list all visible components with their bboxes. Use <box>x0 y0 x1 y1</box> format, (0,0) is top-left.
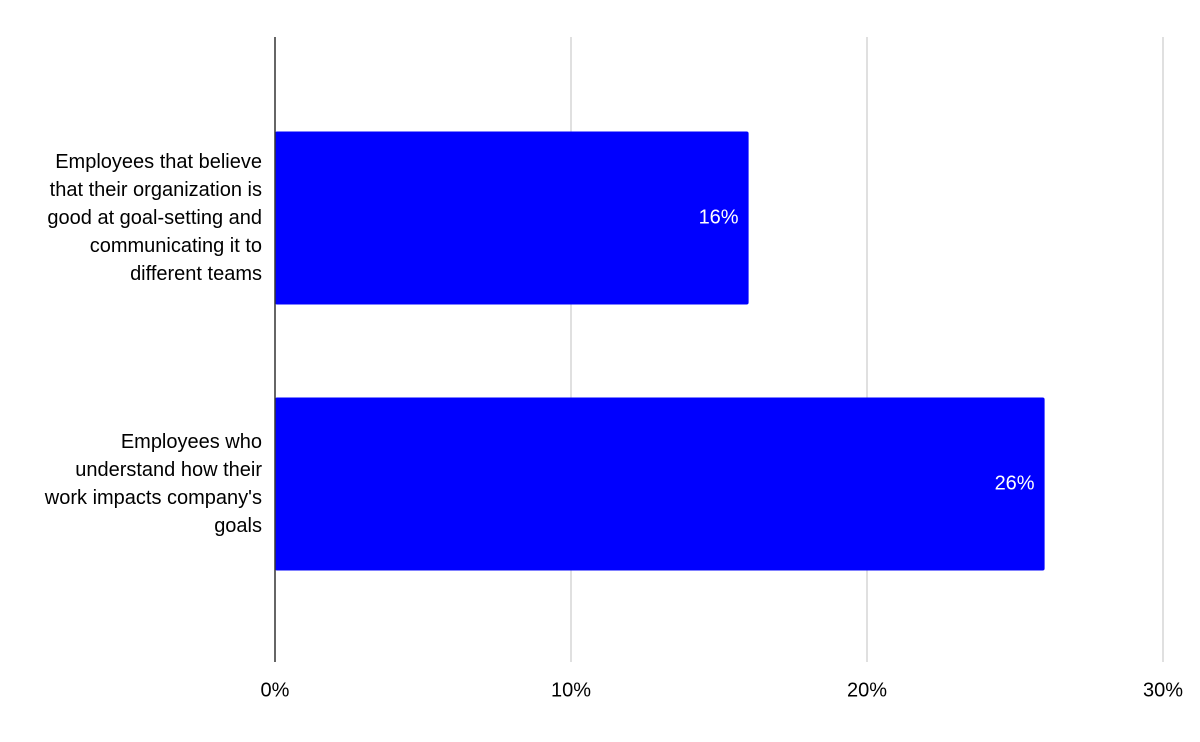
bar <box>275 397 1045 571</box>
value-label: 26% <box>995 472 1035 494</box>
x-tick-label: 10% <box>551 679 591 701</box>
x-tick-label: 20% <box>847 679 887 701</box>
y-tick-label: Employees that believe that their organi… <box>47 151 262 285</box>
x-tick-label: 30% <box>1143 679 1183 701</box>
bar <box>275 131 749 305</box>
x-tick-label: 0% <box>261 679 290 701</box>
y-tick-label: Employees who understand how their work … <box>44 431 262 537</box>
value-label: 16% <box>699 206 739 228</box>
